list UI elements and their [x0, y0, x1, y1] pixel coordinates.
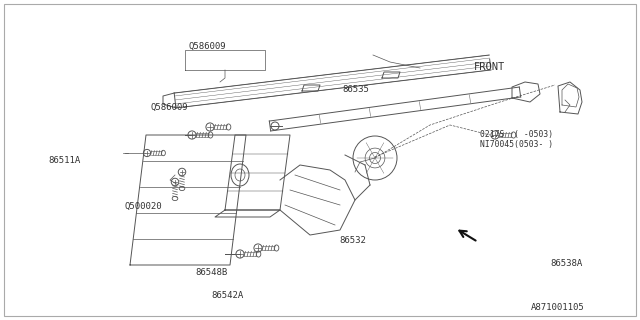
Text: Q500020: Q500020: [125, 202, 163, 211]
Text: Q586009: Q586009: [150, 103, 188, 112]
Text: 86535: 86535: [342, 85, 369, 94]
Text: A871001105: A871001105: [531, 303, 585, 312]
Text: NI70045(0503- ): NI70045(0503- ): [480, 140, 553, 149]
Text: 86532: 86532: [339, 236, 366, 245]
Text: 0217S  ( -0503): 0217S ( -0503): [480, 130, 553, 139]
Text: 86511A: 86511A: [48, 156, 80, 165]
Text: 86542A: 86542A: [211, 292, 243, 300]
Text: 86538A: 86538A: [550, 259, 582, 268]
Text: FRONT: FRONT: [474, 62, 505, 72]
Text: 86548B: 86548B: [195, 268, 227, 277]
Text: Q586009: Q586009: [189, 42, 227, 51]
